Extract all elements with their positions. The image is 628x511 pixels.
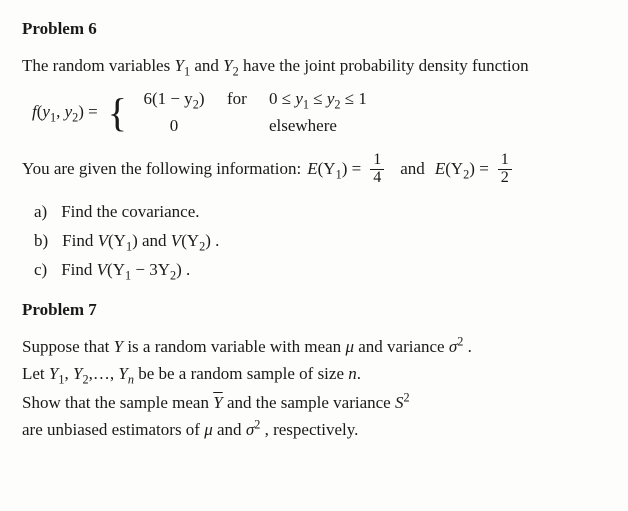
ey1: E(Y1) = <box>307 158 361 181</box>
t2: and <box>213 420 246 439</box>
eq: = <box>84 102 98 121</box>
problem-6-parts: a) Find the covariance. b) Find V(Y1) an… <box>34 201 606 282</box>
p7-line2: Let Y1, Y2,…, Yn be be a random sample o… <box>22 363 606 386</box>
var-y1: Y <box>174 56 183 75</box>
piece-1-cond: 0 ≤ y1 ≤ y2 ≤ 1 <box>269 88 367 111</box>
p2: (Y <box>181 231 199 250</box>
c: ≤ 1 <box>341 89 367 108</box>
given-info: You are given the following information:… <box>22 152 606 187</box>
V: V <box>98 231 108 250</box>
E: E <box>307 159 317 178</box>
var-y2: Y <box>223 56 232 75</box>
E: E <box>435 159 445 178</box>
y1: y <box>42 102 50 121</box>
t: Find <box>62 231 97 250</box>
for: for <box>227 88 255 111</box>
text: You are given the following information: <box>22 158 301 181</box>
text: Find V(Y1) and V(Y2) . <box>62 230 219 253</box>
left-brace: { <box>108 101 127 125</box>
n: n <box>348 364 357 383</box>
t3: , respectively. <box>260 420 358 439</box>
den: 2 <box>498 170 512 187</box>
t3: and variance <box>354 337 449 356</box>
t: are unbiased estimators of <box>22 420 204 439</box>
t: Show that the sample mean <box>22 393 213 412</box>
t2: is a random variable with mean <box>123 337 345 356</box>
mu: μ <box>345 337 354 356</box>
text: Find the covariance. <box>61 201 199 224</box>
label: c) <box>34 259 47 282</box>
text: and <box>190 56 223 75</box>
sigma: σ <box>449 337 457 356</box>
part-b: b) Find V(Y1) and V(Y2) . <box>34 230 606 253</box>
piecewise: 6(1 − y2) for 0 ≤ y1 ≤ y2 ≤ 1 0 elsewher… <box>135 88 367 138</box>
t: 6(1 − y <box>143 89 192 108</box>
c: ) = <box>469 159 489 178</box>
comma: , <box>56 102 65 121</box>
V: V <box>97 260 107 279</box>
frac-1-2: 12 <box>498 152 512 187</box>
lhs: f(y1, y2) = <box>32 101 98 124</box>
frac-1-4: 14 <box>370 152 384 187</box>
den: 4 <box>370 170 384 187</box>
V2: V <box>171 231 181 250</box>
Y: Y <box>114 337 123 356</box>
t4: . <box>463 337 472 356</box>
text: The random variables <box>22 56 174 75</box>
t: Find <box>61 260 96 279</box>
c2: ,…, <box>89 364 119 383</box>
part-a: a) Find the covariance. <box>34 201 606 224</box>
t: Suppose that <box>22 337 114 356</box>
label: a) <box>34 201 47 224</box>
p: (Y <box>318 159 336 178</box>
t2: and the sample variance <box>223 393 395 412</box>
y2: y <box>65 102 73 121</box>
piece-1: 6(1 − y2) for 0 ≤ y1 ≤ y2 ≤ 1 <box>135 88 367 111</box>
p7-line1: Suppose that Y is a random variable with… <box>22 336 606 359</box>
part-c: c) Find V(Y1 − 3Y2) . <box>34 259 606 282</box>
text: have the joint probability density funct… <box>239 56 529 75</box>
a: 0 ≤ <box>269 89 295 108</box>
ey2: E(Y2) = <box>435 158 489 181</box>
num: 1 <box>370 152 384 170</box>
t2: ) <box>199 89 205 108</box>
and: and <box>400 158 425 181</box>
c2: ) . <box>205 231 219 250</box>
p7-line4: are unbiased estimators of μ and σ2 , re… <box>22 419 606 442</box>
t3: . <box>357 364 361 383</box>
text: Find V(Y1 − 3Y2) . <box>61 259 190 282</box>
p7-line3: Show that the sample mean Y and the samp… <box>22 392 606 415</box>
c: ) = <box>342 159 362 178</box>
p: (Y <box>108 231 126 250</box>
t2: and <box>138 231 171 250</box>
m: − 3Y <box>131 260 170 279</box>
piece-2-cond: elsewhere <box>269 115 337 138</box>
y1: y <box>295 89 303 108</box>
Yn: Y <box>118 364 127 383</box>
label: b) <box>34 230 48 253</box>
p: (Y <box>107 260 125 279</box>
Ybar: Y <box>213 393 222 412</box>
mu: μ <box>204 420 213 439</box>
problem-6-heading: Problem 6 <box>22 18 606 41</box>
piece-2-value: 0 <box>135 115 213 138</box>
t2: be be a random sample of size <box>134 364 348 383</box>
problem-7-heading: Problem 7 <box>22 299 606 322</box>
exp: 2 <box>403 391 409 405</box>
pdf-definition: f(y1, y2) = { 6(1 − y2) for 0 ≤ y1 ≤ y2 … <box>32 88 606 138</box>
c1: , <box>65 364 74 383</box>
b: ≤ <box>309 89 327 108</box>
c: ) . <box>176 260 190 279</box>
piece-2: 0 elsewhere <box>135 115 367 138</box>
piece-1-value: 6(1 − y2) <box>135 88 213 111</box>
num: 1 <box>498 152 512 170</box>
t: Let <box>22 364 49 383</box>
sigma: σ <box>246 420 254 439</box>
Y1: Y <box>49 364 58 383</box>
problem-6-intro: The random variables Y1 and Y2 have the … <box>22 55 606 78</box>
p: (Y <box>445 159 463 178</box>
